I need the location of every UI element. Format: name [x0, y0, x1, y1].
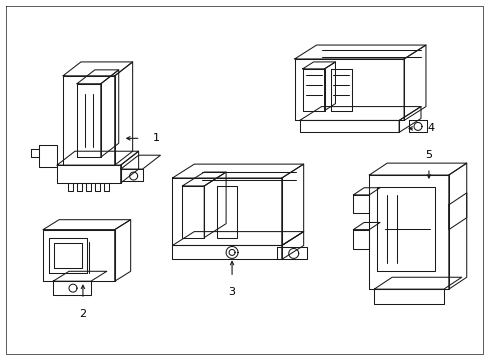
Text: 5: 5	[425, 150, 431, 160]
Text: 1: 1	[152, 133, 159, 143]
Text: 4: 4	[426, 123, 433, 134]
Text: 3: 3	[228, 287, 235, 297]
Text: 2: 2	[79, 309, 86, 319]
